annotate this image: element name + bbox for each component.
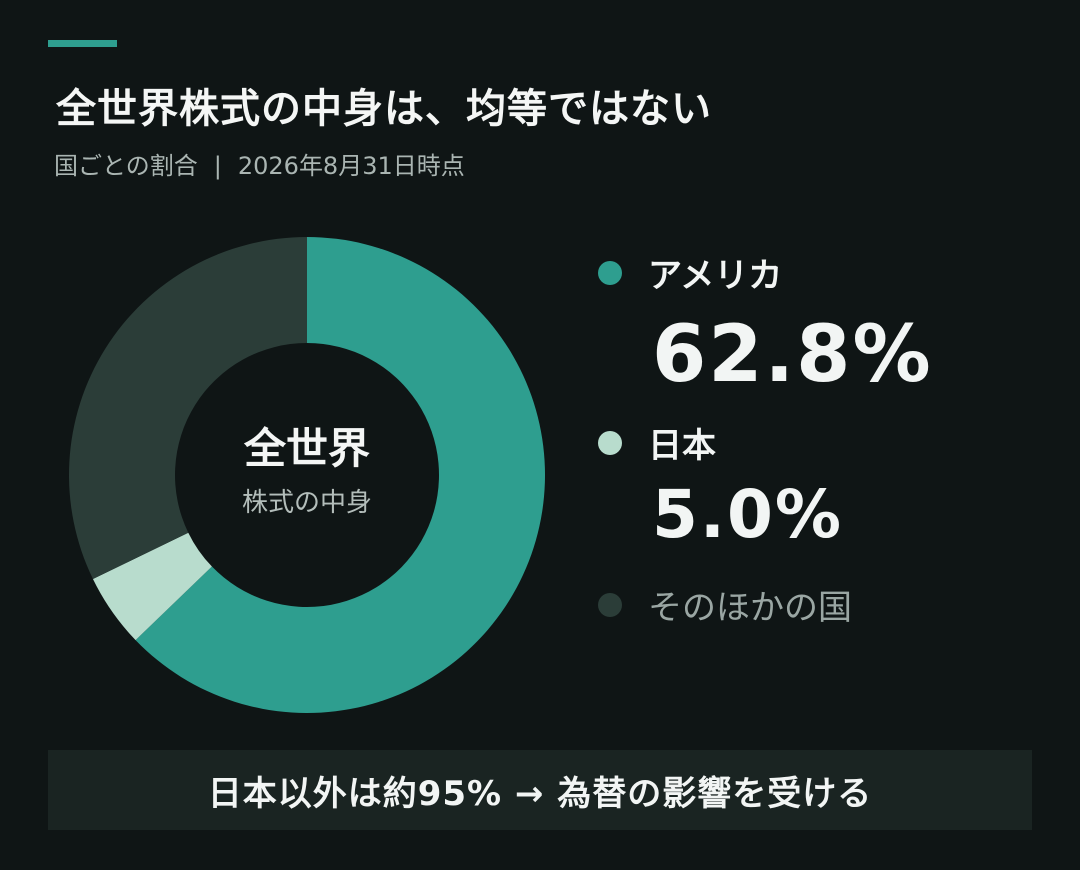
legend-item-japan: 日本 xyxy=(598,418,716,467)
legend-label-japan: 日本 xyxy=(648,426,716,466)
legend-label-america: アメリカ xyxy=(648,256,783,296)
footer-text: 日本以外は約95% → 為替の影響を受ける xyxy=(207,773,873,814)
legend-item-other: そのほかの国 xyxy=(598,580,852,629)
donut-center-title: 全世界 xyxy=(243,424,370,473)
donut-center-subtitle: 株式の中身 xyxy=(242,488,372,518)
legend-item-america: アメリカ xyxy=(598,248,782,297)
page-title: 全世界株式の中身は、均等ではない xyxy=(56,86,712,132)
accent-bar xyxy=(48,40,117,47)
footer-banner: 日本以外は約95% → 為替の影響を受ける xyxy=(48,750,1032,830)
legend-dot-japan xyxy=(598,430,622,455)
legend-dot-other xyxy=(598,592,622,617)
legend-value-japan: 5.0% xyxy=(652,476,844,553)
donut-slice-japan xyxy=(92,532,212,641)
subtitle-text: 国ごとの割合 xyxy=(54,152,198,180)
donut-slice-america xyxy=(135,237,546,713)
legend-dot-america xyxy=(598,260,622,285)
subtitle-date: 2026年8月31日時点 xyxy=(237,152,465,180)
legend-label-other: そのほかの国 xyxy=(648,588,852,628)
page-subtitle: 国ごとの割合 | 2026年8月31日時点 xyxy=(54,146,465,181)
legend-value-america: 62.8% xyxy=(652,310,933,400)
donut-slice-other xyxy=(68,237,307,580)
subtitle-separator: | xyxy=(213,152,222,180)
